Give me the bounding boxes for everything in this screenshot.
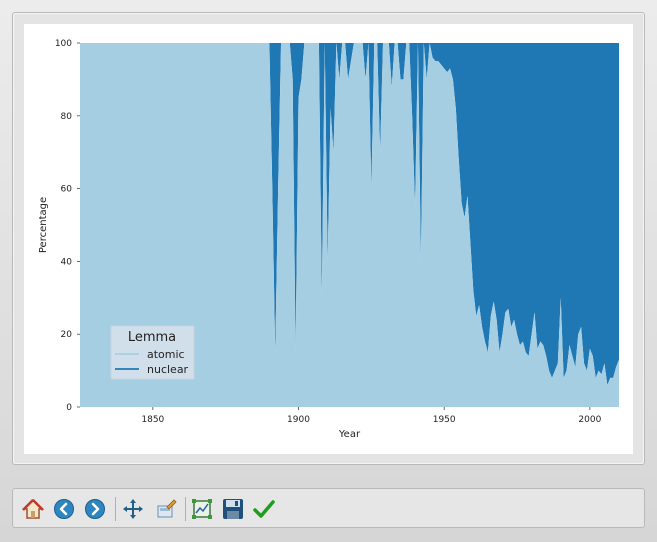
toolbar-separator xyxy=(185,497,186,521)
y-tick-label: 0 xyxy=(66,403,72,413)
x-tick-label: 1950 xyxy=(433,415,456,425)
save-button[interactable] xyxy=(220,496,246,522)
y-axis-label: Percentage xyxy=(38,197,49,253)
navigation-toolbar xyxy=(12,488,645,528)
legend-label-nuclear: nuclear xyxy=(147,363,189,376)
axes: 1850 1900 1950 2000 0 20 40 60 80 100 Year Percenta… xyxy=(38,39,602,440)
legend-box xyxy=(110,325,195,380)
plot-areas xyxy=(80,43,619,407)
y-tick-label: 40 xyxy=(61,257,73,267)
x-tick-label: 1900 xyxy=(287,415,310,425)
forward-button[interactable] xyxy=(82,496,108,522)
x-tick-label: 2000 xyxy=(578,415,601,425)
y-tick-label: 20 xyxy=(61,330,73,340)
back-arrow-icon xyxy=(54,499,74,519)
pan-icon xyxy=(123,499,143,519)
y-tick-label: 60 xyxy=(61,185,73,195)
home-icon xyxy=(22,498,44,519)
plot-canvas: 1850 1900 1950 2000 0 20 40 60 80 100 Year Percenta… xyxy=(24,24,633,454)
apply-button[interactable] xyxy=(251,496,277,522)
zoom-rect-button[interactable] xyxy=(189,496,215,522)
legend-label-atomic: atomic xyxy=(147,348,185,361)
home-button[interactable] xyxy=(20,496,46,522)
back-button[interactable] xyxy=(51,496,77,522)
area-atomic xyxy=(80,43,619,407)
legend-title: Lemma xyxy=(128,330,176,345)
x-tick-label: 1850 xyxy=(141,415,164,425)
save-icon xyxy=(223,499,243,519)
forward-arrow-icon xyxy=(85,499,105,519)
legend: Lemma atomic nuclear xyxy=(110,325,195,380)
area-nuclear xyxy=(80,43,619,386)
zoom-rect-icon xyxy=(192,499,212,519)
y-tick-label: 100 xyxy=(55,39,72,49)
pan-button[interactable] xyxy=(120,496,146,522)
y-tick-label: 80 xyxy=(61,112,73,122)
x-axis-label: Year xyxy=(338,429,361,440)
check-icon xyxy=(253,500,275,518)
toolbar-separator xyxy=(115,497,116,521)
configure-subplots-button[interactable] xyxy=(153,496,179,522)
configure-subplots-icon xyxy=(157,499,177,518)
area-chart: 1850 1900 1950 2000 0 20 40 60 80 100 Year Percenta… xyxy=(38,39,619,440)
